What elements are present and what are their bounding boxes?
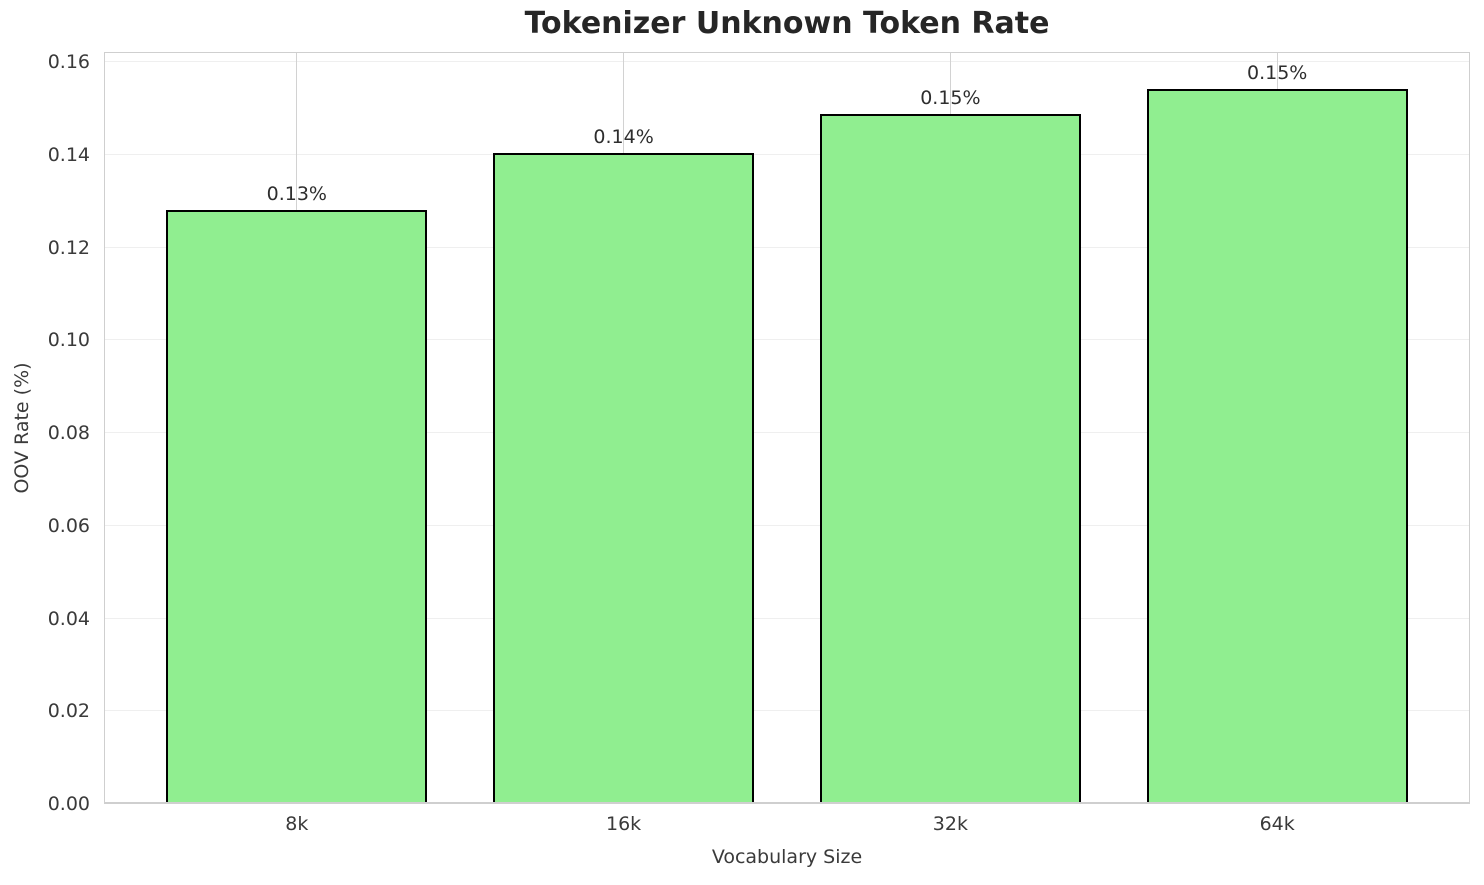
h-gridline <box>104 432 1470 434</box>
y-tick-label: 0.10 <box>47 329 90 352</box>
y-tick-label: 0.12 <box>47 236 90 259</box>
plot-area: 0.13% 0.14% 0.15% 0.15% <box>104 52 1470 804</box>
y-tick-label: 0.06 <box>47 514 90 537</box>
h-gridline <box>104 617 1470 619</box>
bar-value-label: 0.15% <box>1247 62 1308 85</box>
bar <box>1146 89 1408 804</box>
bar <box>819 114 1082 804</box>
x-tick-label: 8k <box>285 813 309 835</box>
x-tick-label: 64k <box>1259 813 1295 835</box>
h-gridline <box>104 246 1470 248</box>
y-tick-label: 0.04 <box>47 607 90 630</box>
bar-value-label: 0.14% <box>593 126 654 149</box>
h-gridline <box>104 61 1470 63</box>
bar <box>492 153 755 804</box>
y-tick-label: 0.08 <box>47 422 90 445</box>
x-tick-label: 16k <box>606 813 642 835</box>
x-tick-label: 32k <box>932 813 968 835</box>
chart-title: Tokenizer Unknown Token Rate <box>524 6 1050 41</box>
x-axis-title: Vocabulary Size <box>711 846 863 868</box>
h-gridline <box>104 524 1470 526</box>
bar <box>166 209 428 804</box>
x-axis-ticks: 8k 16k 32k 64k <box>0 813 1484 841</box>
bar-value-label: 0.13% <box>266 182 327 205</box>
h-gridline <box>104 710 1470 712</box>
bar-layer: 0.13% 0.14% 0.15% 0.15% <box>104 52 1470 804</box>
y-axis-ticks: 0.00 0.02 0.04 0.06 0.08 0.10 0.12 0.14 0.16 <box>0 51 90 815</box>
y-tick-label: 0.00 <box>47 793 90 815</box>
h-gridline <box>104 339 1470 341</box>
bar-value-label: 0.15% <box>920 87 981 110</box>
y-tick-label: 0.02 <box>47 700 90 723</box>
y-tick-label: 0.16 <box>47 51 90 74</box>
h-gridline <box>104 153 1470 155</box>
y-tick-label: 0.14 <box>47 143 90 166</box>
